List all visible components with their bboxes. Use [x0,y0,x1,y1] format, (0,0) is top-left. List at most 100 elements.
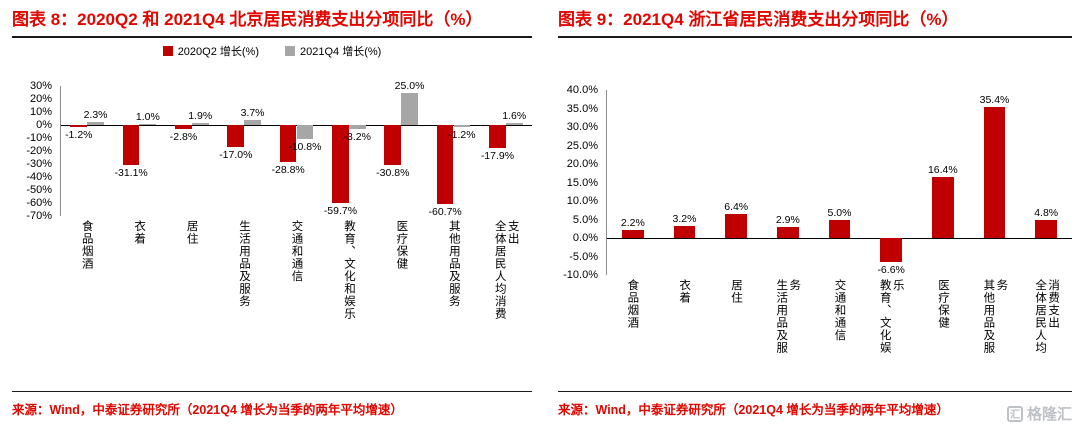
data-label: 2.3% [83,109,108,121]
chart-legend: 2020Q2 增长(%) 2021Q4 增长(%) [12,42,532,60]
legend-swatch [162,46,173,56]
y-tick-label: -5.0% [569,250,598,263]
bar [122,125,140,166]
category-label: 交通和通信 [833,279,846,342]
data-label: -31.1% [114,167,148,180]
category-label: 其他用品及服务 [982,279,1008,354]
category-label: 医疗保健 [937,279,950,329]
data-label: -59.7% [323,204,358,217]
legend-label: 2021Q4 增长(%) [300,46,382,58]
bar [401,92,418,125]
bar [505,122,523,125]
bar [348,125,366,130]
bar-chart-zhejiang: 40.0% 35.0% 30.0% 25.0% 20.0% 15.0% 10.0% 5.0% 0… [558,42,1072,365]
data-label: 2.9% [775,214,800,227]
bar [776,227,799,238]
bar [244,120,261,125]
bar [673,226,696,238]
bar-chart-beijing: 2020Q2 增长(%) 2021Q4 增长(%) 30% 20% 10% 0% -10%… [12,42,532,334]
category-label: 全体居民人均消费支出 [493,220,519,320]
chart-legend [558,42,1072,60]
data-label: -60.7% [428,205,462,218]
bar [279,125,297,163]
bar [332,125,349,203]
axis-spacer [12,216,60,334]
bar [489,125,506,149]
data-label: -28.8% [271,164,305,177]
y-axis: 30% 20% 10% 0% -10% -20% -30% -40% -50% -60% -70% [12,80,60,222]
legend-swatch [285,46,295,56]
y-tick-label: -40% [26,171,52,183]
bar [453,125,471,127]
bar [70,125,88,127]
bar [384,125,402,166]
y-tick-label: 10.0% [566,195,598,207]
data-label: 3.7% [240,107,265,120]
bar [436,125,454,204]
category-label: 食品烟酒 [626,279,639,329]
y-axis: 40.0% 35.0% 30.0% 25.0% 20.0% 15.0% 10.0% 5.0% 0… [558,84,606,281]
data-label: -10.8% [288,141,322,154]
bar [227,125,245,148]
bar [621,229,644,238]
y-tick-label: 20.0% [566,158,598,170]
figure-title: 图表 9：2021Q4 浙江省居民消费支出分项同比（%） [558,10,959,29]
bar [175,125,192,129]
bar [725,214,747,238]
figure-panel-beijing: 图表 8：2020Q2 和 2021Q4 北京居民消费支出分项同比（%） 202… [12,0,532,426]
y-tick-label: -10% [26,132,52,144]
data-label: 5.0% [827,206,852,219]
data-label: 3.2% [672,213,697,226]
category-label: 生活用品及服务 [238,220,251,308]
category-label: 全体居民人均消费支出 [1034,279,1060,354]
plot-area: -1.2% -31.1% -2.8% -17.0% -28.8% -59.7% -30.8%… [60,80,532,218]
category-label: 居住 [729,279,742,304]
data-label: 1.9% [188,109,213,122]
category-label: 居住 [185,220,198,245]
axis-spacer [558,275,606,365]
y-tick-label: -10.0% [563,269,598,281]
data-label: 16.4% [927,164,958,177]
category-label: 生活用品及服务 [775,279,801,354]
bar [983,107,1006,238]
y-tick-label: 20% [29,93,52,105]
category-label: 其他用品及服务 [447,220,460,308]
data-label: -2.8% [169,130,198,143]
source-divider [12,391,532,392]
bar [931,177,954,238]
y-tick-label: 30.0% [566,121,598,133]
data-label: 4.8% [1034,207,1059,220]
bar [1035,220,1057,238]
category-label: 教育、文化娱乐 [878,279,904,354]
plot-area: 2.2% 3.2% 6.4% 2.9% 5.0% -6.6% 16.4% 35.4% 4.8% [606,90,1072,277]
y-tick-label: 35.0% [566,102,598,115]
gelonghui-logo-icon: 汇 [1006,405,1023,422]
y-tick-label: -30% [26,158,52,170]
y-tick-label: 0% [36,119,52,131]
source-note: 来源：Wind，中泰证券研究所（2021Q4 增长为当季的两年平均增速） [12,403,403,417]
data-label: -6.6% [877,264,905,277]
category-label: 衣着 [678,279,691,304]
data-label: 25.0% [394,79,425,92]
y-tick-label: -70% [26,210,52,222]
data-label: -3.2% [343,131,371,144]
data-label: -17.9% [480,150,515,163]
x-axis-labels: 食品烟酒 衣着 居住 生活用品及服务 交通和通信 教育、文化和娱乐 医疗保健 其他用品及服务 全… [60,216,532,334]
title-divider [12,36,532,38]
category-label: 教育、文化和娱乐 [342,220,355,320]
title-divider [558,36,1072,38]
category-label: 食品烟酒 [80,220,93,270]
y-tick-label: 0.0% [572,232,598,244]
legend-item: 2021Q4 增长(%) [285,43,381,59]
bar [828,219,851,238]
bar [296,125,314,140]
data-label: -1.2% [65,128,93,141]
data-label: 2.2% [620,216,645,229]
data-label: -17.0% [219,149,253,162]
bar [880,238,902,263]
data-label: 35.4% [979,94,1010,107]
source-divider [558,391,1072,392]
y-tick-label: 5.0% [572,213,598,226]
bar [191,122,209,125]
